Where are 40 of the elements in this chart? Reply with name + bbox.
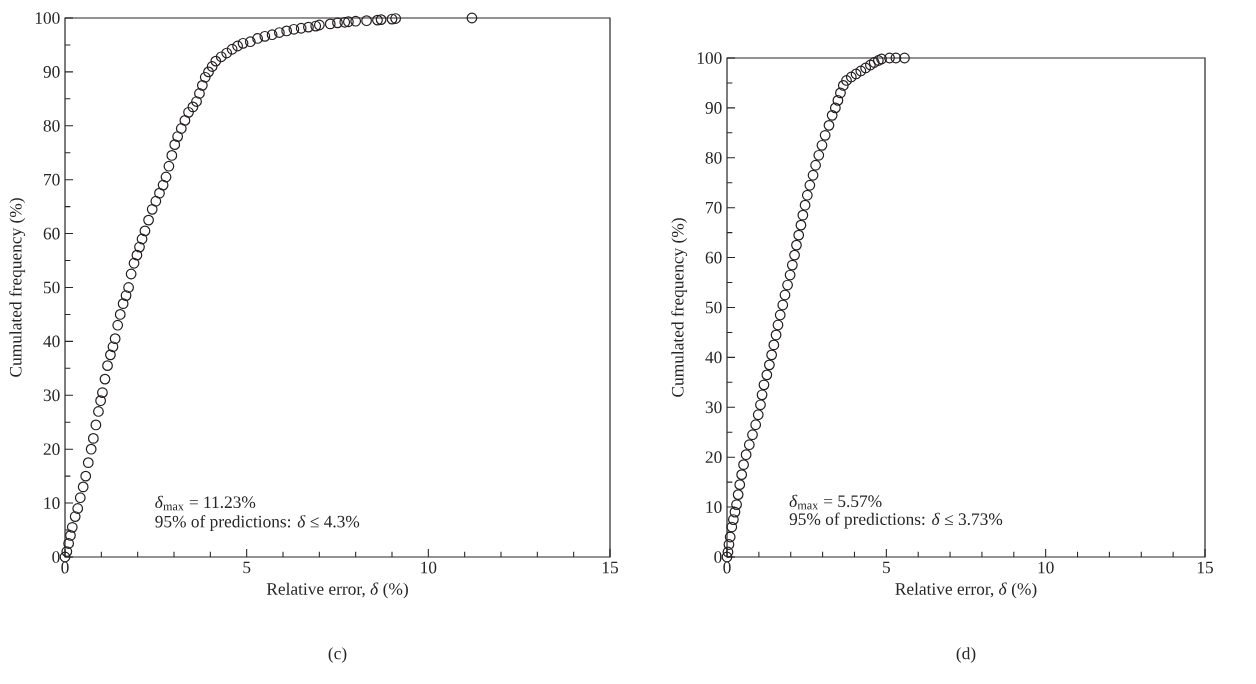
y-tick-label: 90 — [43, 66, 60, 78]
y-tick-label: 30 — [705, 401, 722, 414]
y-tick-label: 80 — [705, 151, 722, 164]
y-tick-label: 100 — [35, 12, 60, 24]
x-tick-label: 5 — [243, 561, 251, 574]
y-tick-label: 20 — [43, 443, 60, 456]
y-axis-title: Cumulated frequency (%) — [671, 218, 688, 397]
y-tick-label: 10 — [706, 501, 722, 513]
annotation: 95% of predictions: δ ≤ 4.3% — [155, 515, 360, 531]
y-tick-label: 0 — [714, 551, 722, 563]
y-tick-label: 60 — [43, 227, 60, 240]
y-tick-label: 70 — [706, 201, 722, 214]
y-axis-title: Cumulated frequency (%) — [9, 198, 26, 377]
y-tick-label: 50 — [43, 281, 60, 294]
text: (d) — [956, 647, 976, 663]
x-tick-label: 10 — [1038, 561, 1054, 574]
y-tick-label: 20 — [705, 451, 722, 464]
x-tick-label: 5 — [883, 561, 890, 574]
y-tick-label: 40 — [705, 351, 722, 364]
y-tick-label: 80 — [43, 119, 60, 132]
x-axis-title: Relative error, δ (%) — [266, 582, 408, 599]
annotation: 95% of predictions: δ ≤ 3.73% — [789, 512, 1003, 529]
text: (c) — [328, 647, 347, 663]
y-tick-label: 0 — [52, 551, 60, 563]
y-tick-label: 100 — [697, 52, 722, 64]
y-tick-label: 90 — [705, 102, 722, 114]
y-tick-label: 40 — [43, 335, 60, 348]
y-tick-label: 10 — [44, 497, 60, 509]
y-tick-label: 60 — [705, 251, 722, 264]
x-tick-label: 15 — [602, 561, 618, 574]
x-tick-label: 10 — [421, 561, 437, 574]
y-tick-label: 50 — [705, 301, 722, 314]
annotation: δ$_{max}$ = 5.57% — [789, 494, 882, 510]
x-axis-title: Relative error, δ (%) — [895, 582, 1037, 599]
x-tick-label: 0 — [723, 561, 731, 574]
annotation: δ$_{max}$ = 11.23% — [155, 495, 256, 511]
x-tick-label: 0 — [61, 561, 69, 574]
y-tick-label: 30 — [43, 389, 60, 402]
x-tick-label: 15 — [1197, 561, 1213, 574]
y-tick-label: 70 — [44, 173, 60, 186]
